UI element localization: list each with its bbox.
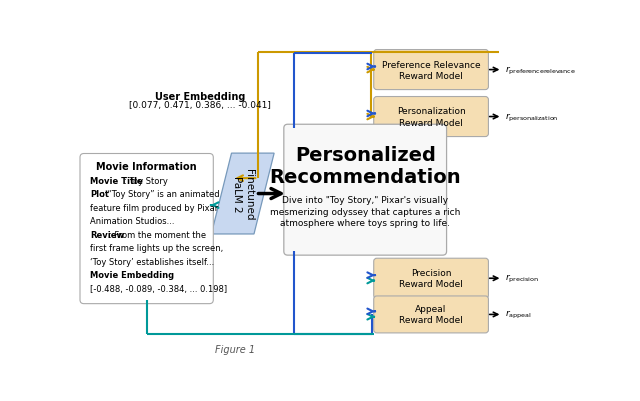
Text: feature film produced by Pixar: feature film produced by Pixar [90,203,218,212]
FancyBboxPatch shape [374,259,488,298]
FancyBboxPatch shape [374,51,488,90]
Text: ‘Toy Story’ establishes itself...: ‘Toy Story’ establishes itself... [90,257,214,266]
FancyBboxPatch shape [284,125,447,255]
Text: Personalization
Reward Model: Personalization Reward Model [397,107,465,127]
Text: $r_{\rm appeal}$: $r_{\rm appeal}$ [506,309,532,321]
Text: Figure 1: Figure 1 [215,344,255,354]
Text: Precision
Reward Model: Precision Reward Model [399,269,463,289]
Text: Plot: Plot [90,190,109,199]
Polygon shape [211,154,274,234]
FancyBboxPatch shape [374,296,488,333]
Text: : “Toy Story” is an animated: : “Toy Story” is an animated [102,190,220,199]
Text: : From the moment the: : From the moment the [109,230,206,239]
Text: [0.077, 0.471, 0.386, ... -0.041]: [0.077, 0.471, 0.386, ... -0.041] [129,101,271,110]
Text: Preference Relevance
Reward Model: Preference Relevance Reward Model [382,61,481,81]
Text: Movie Information: Movie Information [97,162,197,171]
FancyBboxPatch shape [80,154,213,304]
Text: :: : [136,271,140,279]
Text: Movie Title: Movie Title [90,176,143,185]
FancyBboxPatch shape [374,97,488,137]
Text: Movie Embedding: Movie Embedding [90,271,174,279]
Text: Appeal
Reward Model: Appeal Reward Model [399,305,463,325]
Text: User Embedding: User Embedding [155,91,245,101]
Text: Animation Studios...: Animation Studios... [90,217,175,226]
Text: $r_{\rm preference relevance}$: $r_{\rm preference relevance}$ [506,64,576,77]
Text: $r_{\rm precision}$: $r_{\rm precision}$ [506,273,540,285]
Text: Finetuned
PaLM 2: Finetuned PaLM 2 [232,168,254,220]
Text: $r_{\rm personalization}$: $r_{\rm personalization}$ [506,111,559,123]
Text: : Toy Story: : Toy Story [124,176,168,185]
Text: [-0.488, -0.089, -0.384, ... 0.198]: [-0.488, -0.089, -0.384, ... 0.198] [90,284,227,293]
Text: Personalized
Recommendation: Personalized Recommendation [269,145,461,186]
Text: Dive into "Toy Story," Pixar's visually
mesmerizing odyssey that captures a rich: Dive into "Toy Story," Pixar's visually … [270,196,460,228]
Text: first frame lights up the screen,: first frame lights up the screen, [90,243,223,253]
Text: Review: Review [90,230,124,239]
